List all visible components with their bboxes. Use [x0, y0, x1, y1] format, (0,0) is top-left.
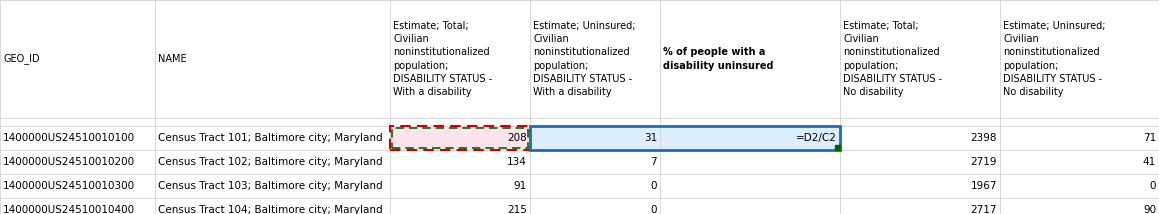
- Text: Estimate; Uninsured;
Civilian
noninstitutionalized
population;
DISABILITY STATUS: Estimate; Uninsured; Civilian noninstitu…: [1003, 21, 1106, 97]
- Bar: [389, 126, 530, 150]
- Text: 7: 7: [650, 157, 657, 167]
- Text: 1400000US24510010400: 1400000US24510010400: [3, 205, 136, 214]
- Text: 71: 71: [1143, 133, 1156, 143]
- Text: 2719: 2719: [970, 157, 997, 167]
- Bar: [530, 126, 840, 150]
- Bar: [530, 126, 840, 150]
- Text: 1967: 1967: [970, 181, 997, 191]
- Text: 0: 0: [650, 181, 657, 191]
- Text: 91: 91: [513, 181, 527, 191]
- Text: 215: 215: [508, 205, 527, 214]
- Text: 90: 90: [1143, 205, 1156, 214]
- Text: =D2/C2: =D2/C2: [796, 133, 837, 143]
- Bar: [392, 128, 529, 148]
- Bar: [834, 145, 840, 150]
- Text: 2398: 2398: [970, 133, 997, 143]
- Text: 1400000US24510010200: 1400000US24510010200: [3, 157, 136, 167]
- Text: GEO_ID: GEO_ID: [3, 54, 39, 64]
- Text: Census Tract 102; Baltimore city; Maryland: Census Tract 102; Baltimore city; Maryla…: [158, 157, 382, 167]
- Text: Census Tract 104; Baltimore city; Maryland: Census Tract 104; Baltimore city; Maryla…: [158, 205, 382, 214]
- Text: 0: 0: [650, 205, 657, 214]
- Text: Estimate; Uninsured;
Civilian
noninstitutionalized
population;
DISABILITY STATUS: Estimate; Uninsured; Civilian noninstitu…: [533, 21, 635, 97]
- Text: 134: 134: [508, 157, 527, 167]
- Text: Estimate; Total;
Civilian
noninstitutionalized
population;
DISABILITY STATUS -
N: Estimate; Total; Civilian noninstitution…: [843, 21, 942, 97]
- Text: 0: 0: [1150, 181, 1156, 191]
- Text: 2717: 2717: [970, 205, 997, 214]
- Text: 208: 208: [508, 133, 527, 143]
- Text: 1400000US24510010300: 1400000US24510010300: [3, 181, 136, 191]
- Text: NAME: NAME: [158, 54, 187, 64]
- Bar: [389, 126, 530, 150]
- Text: Census Tract 101; Baltimore city; Maryland: Census Tract 101; Baltimore city; Maryla…: [158, 133, 382, 143]
- Text: 31: 31: [643, 133, 657, 143]
- Text: Estimate; Total;
Civilian
noninstitutionalized
population;
DISABILITY STATUS -
W: Estimate; Total; Civilian noninstitution…: [393, 21, 493, 97]
- Text: 1400000US24510010100: 1400000US24510010100: [3, 133, 136, 143]
- Text: Census Tract 103; Baltimore city; Maryland: Census Tract 103; Baltimore city; Maryla…: [158, 181, 382, 191]
- Text: 41: 41: [1143, 157, 1156, 167]
- Text: % of people with a
disability uninsured: % of people with a disability uninsured: [663, 47, 773, 71]
